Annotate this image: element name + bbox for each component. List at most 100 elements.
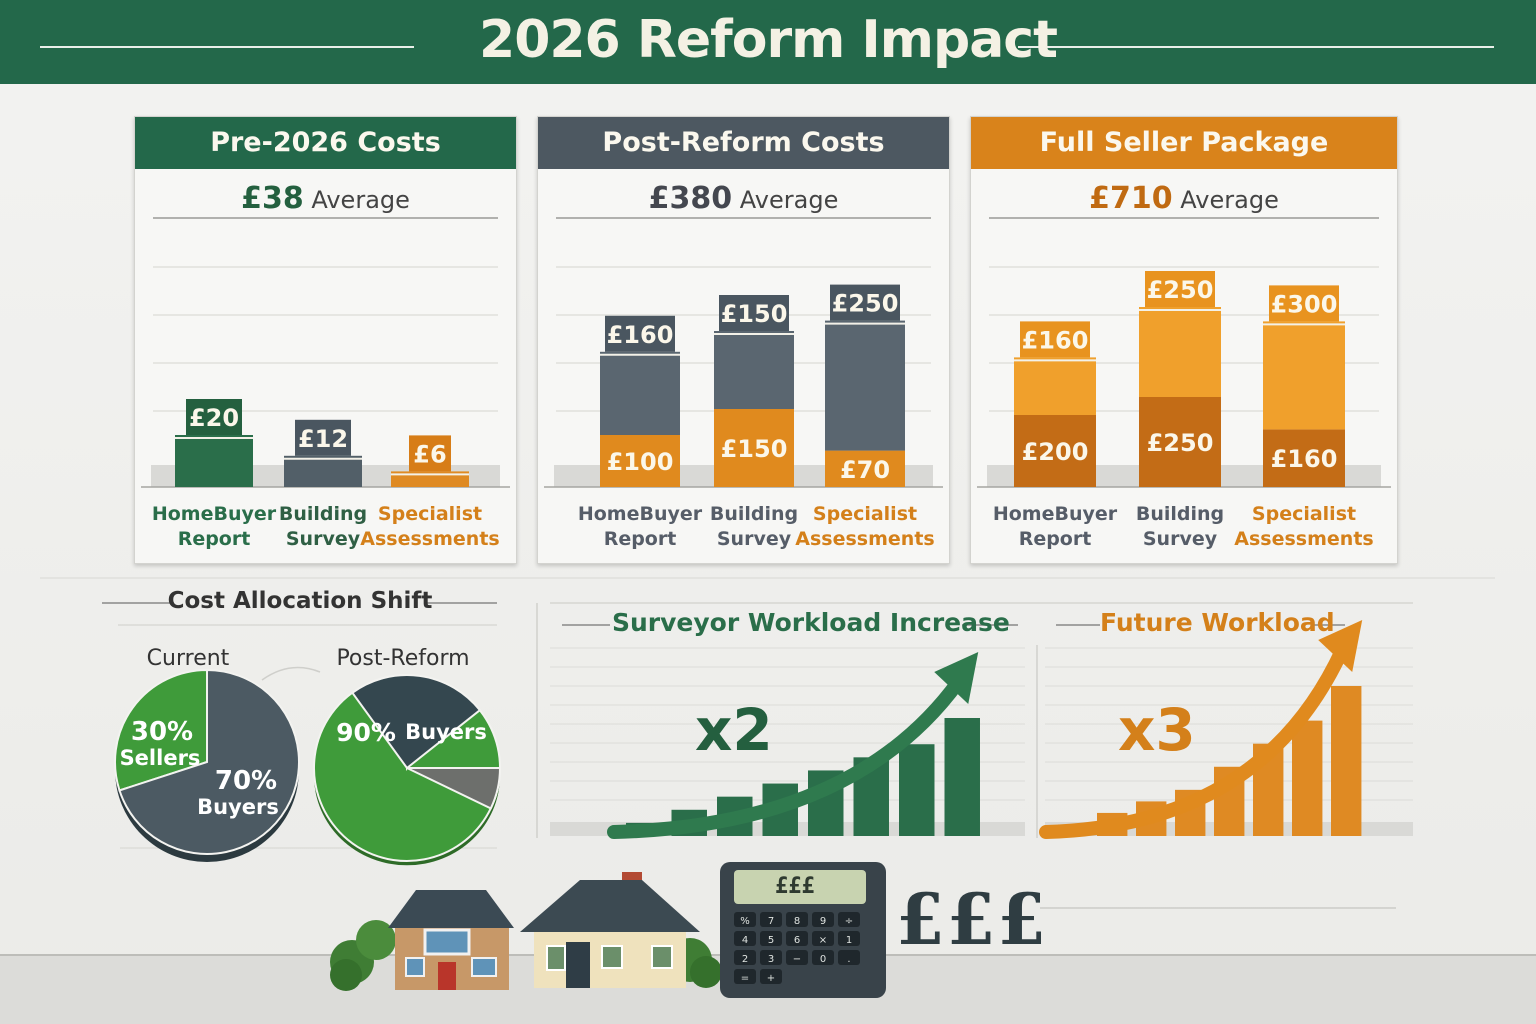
calculator-key-label: 7: [768, 916, 774, 927]
calculator-key: [734, 950, 756, 965]
bar-chart-seller-package: £200 £160 HomeBuyer Report £250 £250 Building S…: [977, 217, 1391, 550]
tree-icon: [330, 920, 396, 991]
calculator-key: [838, 912, 860, 927]
bar-value-label: £250: [832, 290, 899, 318]
workload-bar: [1292, 720, 1323, 836]
bar: [1014, 415, 1096, 487]
bar-value-label: £300: [1271, 290, 1338, 318]
bar: [714, 331, 794, 409]
average-amount: £38: [241, 181, 304, 216]
bar-label-bg: [605, 315, 675, 352]
panel-title: Post-Reform Costs: [538, 117, 949, 169]
bar-value-label: £250: [1147, 276, 1214, 304]
calculator-key-label: .: [847, 954, 850, 965]
trend-arrow: [1039, 643, 1350, 839]
category-label: Survey: [286, 528, 361, 550]
calculator-key-label: 1: [846, 935, 852, 946]
category-label: Assessments: [360, 528, 499, 550]
category-label: Report: [178, 528, 251, 550]
bar-value-label: £150: [721, 300, 788, 328]
calculator-key: [734, 969, 756, 984]
calculator-key: [786, 912, 808, 927]
panel-average: £710 Average: [971, 181, 1397, 216]
banner-rule-right: [1018, 46, 1494, 48]
workload-bar: [1331, 686, 1362, 836]
calculator-key-label: 0: [820, 954, 826, 965]
panel-title: Full Seller Package: [971, 117, 1397, 169]
bar-label-bg: [1145, 271, 1215, 307]
banner-rule-left: [40, 46, 414, 48]
bar: [825, 450, 905, 487]
calculator-key-label: +: [767, 973, 775, 984]
panel-pre-2026-costs: Pre-2026 Costs £38 Average £20 HomeBuyer R…: [134, 116, 517, 564]
calculator-key: [760, 912, 782, 927]
calculator-key-label: 8: [794, 916, 800, 927]
category-label: Assessments: [795, 528, 934, 550]
category-label: HomeBuyer: [152, 503, 277, 525]
calculator-key-label: =: [741, 973, 749, 984]
category-label: Report: [604, 528, 677, 550]
bar-chart-post-reform: £100 £160 HomeBuyer Report £150 £150 Building S…: [544, 217, 943, 550]
calculator-key: [734, 912, 756, 927]
arrow-up-icon: [934, 652, 979, 704]
category-label: Report: [1019, 528, 1092, 550]
bar-value-label: £160: [1022, 326, 1089, 354]
panel-title: Pre-2026 Costs: [135, 117, 516, 169]
bar-value-label: £12: [298, 425, 348, 453]
section-title-surveyor-workload: Surveyor Workload Increase: [612, 608, 1010, 637]
workload-bar: [944, 718, 980, 836]
category-label: Survey: [1143, 528, 1218, 550]
bar: [1139, 307, 1221, 397]
house-icon: [520, 872, 700, 988]
bar-label-bg: [295, 419, 351, 456]
bar-label-bg: [186, 399, 242, 435]
calculator-key: [812, 931, 834, 946]
calculator-key-label: 5: [768, 935, 774, 946]
average-label: Average: [739, 186, 839, 214]
calculator-key-label: 2: [742, 954, 748, 965]
panel-average: £380 Average: [538, 181, 949, 216]
category-label: HomeBuyer: [578, 503, 703, 525]
bar-label-bg: [1020, 321, 1090, 358]
calculator-key: [812, 950, 834, 965]
calculator-key: [760, 950, 782, 965]
bar: [1263, 321, 1345, 430]
category-label: Specialist: [813, 503, 917, 525]
bar-value-label: £200: [1022, 438, 1089, 466]
category-label: Survey: [717, 528, 792, 550]
bar-value-label: £160: [1271, 445, 1338, 473]
calculator-key-label: ÷: [845, 916, 853, 927]
multiplier-x2: x2: [695, 696, 773, 764]
workload-bar: [899, 744, 935, 836]
house-icon: [388, 890, 514, 990]
calculator-key: [812, 912, 834, 927]
bar-label-bg: [1269, 285, 1339, 322]
bar-value-label: £100: [607, 448, 674, 476]
category-label: Building: [1136, 503, 1224, 525]
calculator-key: [786, 931, 808, 946]
multiplier-x3: x3: [1118, 696, 1196, 764]
calculator-screen: £££: [775, 874, 815, 899]
category-label: HomeBuyer: [993, 503, 1118, 525]
bar-value-label: £150: [721, 435, 788, 463]
calculator-key-label: ×: [819, 935, 827, 946]
currency-text: £££: [896, 878, 1049, 961]
bar-value-label: £70: [840, 456, 890, 484]
calculator-key-label: 9: [820, 916, 826, 927]
arrow-up-icon: [1318, 620, 1363, 672]
average-amount: £710: [1089, 181, 1173, 216]
bar-value-label: £6: [413, 440, 446, 468]
bar-label-bg: [830, 284, 900, 321]
category-label: Assessments: [1234, 528, 1373, 550]
calculator-key-label: −: [793, 954, 801, 965]
category-label: Specialist: [1252, 503, 1356, 525]
category-label: Specialist: [378, 503, 482, 525]
category-label: Building: [279, 503, 367, 525]
bar: [175, 435, 253, 487]
panel-average: £38 Average: [135, 181, 516, 216]
average-label: Average: [1180, 186, 1279, 214]
calculator-key: [786, 950, 808, 965]
calculator-key-label: 6: [794, 935, 800, 946]
